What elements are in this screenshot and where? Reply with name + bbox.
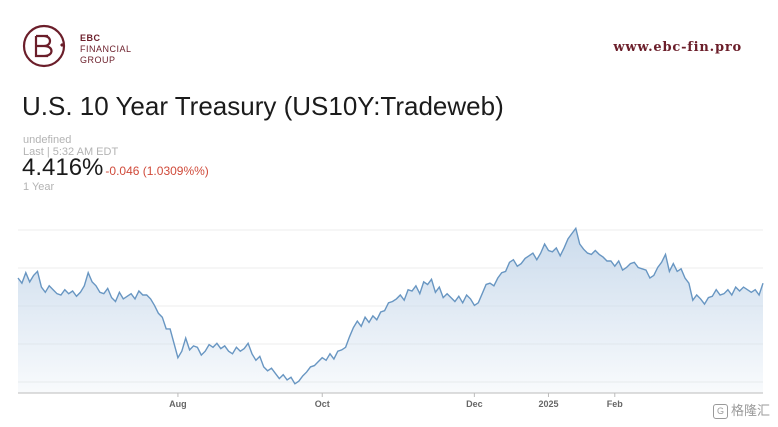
area-fill [18, 228, 763, 393]
x-tick-label-feb: Feb [607, 399, 624, 409]
logo-line-financial: FINANCIAL [80, 44, 132, 54]
last-updated: Last | 5:32 AM EDT [23, 146, 119, 158]
website-url: www.ebc-fin.pro [613, 40, 742, 55]
x-tick-label-dec: Dec [466, 399, 483, 409]
yield-chart: Aug Oct Dec 2025 Feb [17, 226, 764, 409]
page-title: U.S. 10 Year Treasury (US10Y:Tradeweb) [22, 91, 504, 121]
price-value: 4.416% [22, 154, 104, 181]
header: EBC FINANCIAL GROUP www.ebc-fin.pro [0, 0, 778, 80]
watermark: G 格隆汇 [712, 400, 770, 419]
ebc-logo-icon [22, 24, 66, 68]
gelonghui-logo-icon: G [712, 404, 728, 419]
x-tick-label-aug: Aug [169, 399, 187, 409]
logo-line-group: GROUP [80, 55, 116, 65]
range-label: 1 Year [23, 181, 55, 193]
watermark-text: 格隆汇 [730, 402, 770, 418]
x-tick-label-oct: Oct [315, 399, 330, 409]
meta-undefined: undefined [23, 134, 72, 146]
price-change: -0.046 (1.0309%%) [105, 164, 209, 178]
logo-text: EBC FINANCIAL GROUP [80, 33, 132, 66]
series-line [17, 226, 764, 385]
quote-row: 4.416% -0.046 (1.0309%%) [22, 154, 209, 182]
x-tick-label-2025: 2025 [538, 399, 558, 409]
logo-brand: EBC [80, 33, 101, 43]
